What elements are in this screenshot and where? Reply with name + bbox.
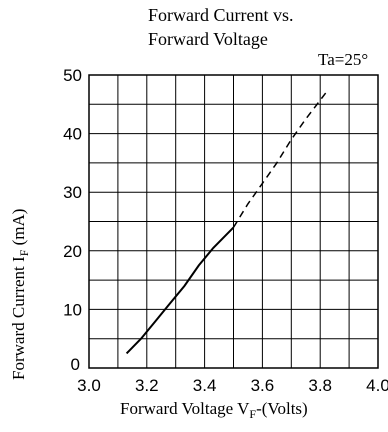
x-axis-label-subscript: F: [249, 407, 256, 421]
y-axis-label: Forward Current IF (mA): [9, 209, 31, 380]
y-tick-label: 30: [63, 183, 82, 202]
y-tick-label: 0: [71, 355, 80, 374]
y-axis-label-subscript: F: [17, 249, 31, 256]
series-line-solid: [125, 226, 235, 355]
x-tick-label: 4.0: [366, 376, 388, 395]
x-axis-label: Forward Voltage VF-(Volts): [120, 399, 308, 421]
y-tick-label: 10: [63, 300, 82, 319]
y-axis-label-main: Forward Current I: [9, 256, 28, 380]
y-tick-label: 40: [63, 125, 82, 144]
y-tick-label: 50: [63, 66, 82, 85]
x-tick-label: 3.0: [77, 376, 101, 395]
y-tick-labels: 0 10 20 30 40 50: [63, 66, 82, 374]
y-tick-label: 20: [63, 242, 82, 261]
chart-title-line1: Forward Current vs.: [148, 5, 293, 25]
x-tick-label: 3.2: [135, 376, 159, 395]
grid: [89, 75, 378, 368]
x-tick-labels: 3.0 3.2 3.4 3.6 3.8 4.0: [77, 376, 388, 395]
x-tick-label: 3.4: [193, 376, 217, 395]
temperature-annotation: Ta=25°: [318, 50, 368, 69]
y-axis-label-suffix: (mA): [9, 209, 28, 250]
chart-title-line2: Forward Voltage: [148, 29, 268, 49]
x-tick-label: 3.8: [308, 376, 332, 395]
plot-frame: [88, 74, 379, 369]
x-axis-label-main: Forward Voltage V: [120, 399, 250, 418]
x-tick-label: 3.6: [251, 376, 275, 395]
x-axis-label-suffix: -(Volts): [256, 399, 308, 418]
series-line-dashed: [232, 92, 327, 228]
series: [125, 92, 327, 355]
